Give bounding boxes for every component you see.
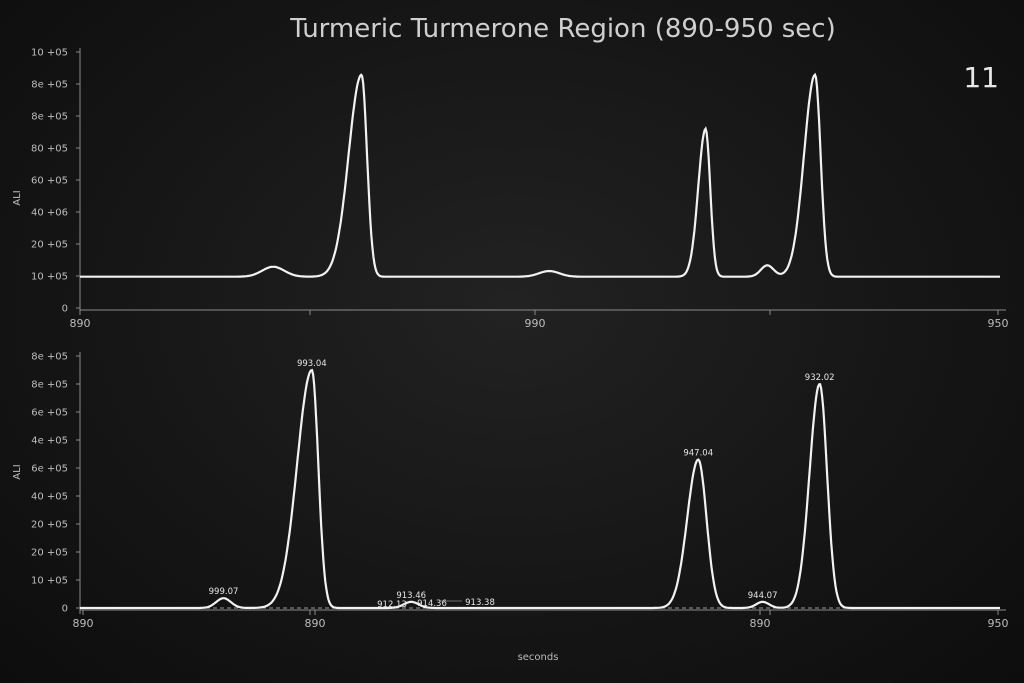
peak-label: 944.07 [748, 591, 778, 601]
y-tick-label: 60 +05 [31, 176, 68, 187]
y-tick-label: 40 +06 [31, 208, 68, 219]
peak-point [410, 601, 413, 603]
y-tick-label: 10 +05 [31, 48, 68, 59]
y-tick-label: 40 +05 [31, 492, 68, 503]
peak-point [222, 597, 225, 599]
y-tick-label: 20 +05 [31, 548, 68, 559]
signal-trace [80, 72, 1000, 278]
y-tick-label: 4e +05 [31, 436, 68, 447]
y-axis-label: ALI [12, 464, 23, 479]
peak-point [704, 128, 707, 130]
y-tick-label: 8e +05 [31, 80, 68, 91]
peak-label: 932.02 [805, 373, 835, 383]
peak-point [272, 265, 275, 268]
peak-label: 993.04 [297, 359, 327, 369]
bottom-panel: 8e +05 8e +05 6e +05 4e +05 6e +05 40 +05 20 +… [12, 352, 1009, 664]
peak-point [548, 270, 550, 272]
y-tick-label: 80 +05 [31, 144, 68, 155]
top-panel: 10 +05 8e +05 8e +05 80 +05 60 +05 40 +06 20 +… [12, 48, 1009, 331]
x-tick-label: 890 [305, 617, 326, 630]
peak-label: 913.46 [396, 591, 426, 601]
peak-point [360, 73, 363, 76]
peak-label: 947.04 [683, 449, 713, 459]
peak-point [814, 73, 816, 76]
peak-point [697, 458, 700, 461]
y-tick-label: 6e +05 [31, 408, 68, 419]
peak-point [311, 369, 313, 371]
minor-peak-label: 913.38 [465, 598, 495, 608]
x-tick-label: 890 [70, 317, 91, 330]
minor-peak-label: 912.13 [377, 600, 407, 610]
y-tick-label: 8e +05 [31, 380, 68, 391]
x-tick-label: 890 [73, 617, 94, 630]
y-tick-label: 8e +05 [31, 112, 68, 123]
y-tick-label: 6e +05 [31, 464, 68, 475]
y-tick-label: 8e +05 [31, 352, 68, 363]
x-tick-label: 950 [988, 317, 1009, 330]
peak-point [761, 601, 764, 603]
x-axis-label: seconds [518, 652, 559, 663]
y-axis-label: ALI [12, 190, 23, 205]
peak-label: 999.07 [209, 587, 239, 597]
y-tick-label: 0 [62, 604, 68, 615]
peak-point [818, 383, 821, 385]
x-tick-label: 990 [525, 317, 546, 330]
minor-peak-label: 914.36 [417, 599, 447, 609]
y-tick-label: 20 +05 [31, 240, 68, 251]
chart-title: Turmeric Turmerone Region (890-950 sec) [289, 14, 835, 44]
y-tick-label: 10 +05 [31, 272, 68, 283]
signal-trace [80, 368, 1000, 610]
panel-number: 11 [963, 61, 999, 94]
y-tick-label: 0 [62, 304, 68, 315]
x-tick-label: 950 [988, 617, 1009, 630]
y-tick-label: 10 +05 [31, 576, 68, 587]
x-tick-label: 890 [750, 617, 771, 630]
peak-point [766, 264, 769, 267]
y-tick-label: 20 +05 [31, 520, 68, 531]
